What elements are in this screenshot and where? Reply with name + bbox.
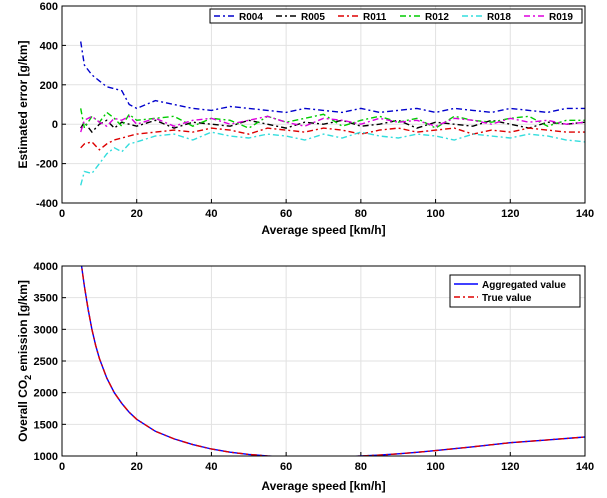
- x-tick-label: 40: [205, 208, 217, 220]
- y-tick-label: 0: [52, 119, 58, 131]
- x-tick-label: 100: [426, 461, 444, 473]
- x-tick-label: 120: [501, 208, 519, 220]
- series-line-r018: [80, 131, 585, 186]
- series-line-true-value: [80, 266, 585, 456]
- x-tick-label: 140: [576, 461, 594, 473]
- series-line-r011: [80, 127, 585, 151]
- y-tick-label: 600: [40, 1, 58, 13]
- x-tick-label: 80: [355, 208, 367, 220]
- series-line-r004: [80, 41, 585, 114]
- axes-box: [61, 5, 586, 204]
- legend-box: [209, 8, 583, 24]
- axes-box: [61, 265, 586, 457]
- x-tick-label: 0: [59, 208, 65, 220]
- y-tick-label: 2000: [34, 388, 58, 400]
- y-tick-label: -200: [36, 159, 58, 171]
- legend-label: R012: [425, 12, 449, 23]
- series-line-r019: [80, 115, 585, 133]
- legend-label: R005: [301, 12, 325, 23]
- y-tick-label: 2500: [34, 356, 58, 368]
- series-group: [80, 41, 585, 186]
- x-tick-label: 140: [576, 208, 594, 220]
- legend-label: R011: [363, 12, 387, 23]
- x-tick-label: 20: [131, 208, 143, 220]
- x-tick-label: 20: [131, 461, 143, 473]
- x-tick-label: 60: [280, 208, 292, 220]
- y-tick-label: 1000: [34, 451, 58, 463]
- y-tick-label: 400: [40, 40, 58, 52]
- legend-label: R019: [549, 12, 573, 23]
- legend: R004 R005 R011 R012 R018 R019: [209, 8, 583, 24]
- x-axis-label: Average speed [km/h]: [261, 479, 385, 493]
- y-axis-label: Overall CO2 emission [g/km]: [16, 280, 33, 442]
- legend-box: [449, 274, 581, 308]
- x-tick-label: 100: [426, 208, 444, 220]
- y-tick-label: -400: [36, 198, 58, 210]
- legend: Aggregated value True value: [449, 274, 581, 308]
- y-tick-label: 3500: [34, 293, 58, 305]
- legend-label: R004: [239, 12, 263, 23]
- y-tick-label: 200: [40, 80, 58, 92]
- y-tick-label: 4000: [34, 261, 58, 273]
- y-tick-label: 1500: [34, 419, 58, 431]
- x-tick-label: 0: [59, 461, 65, 473]
- series-group: [80, 266, 585, 456]
- x-tick-label: 120: [501, 461, 519, 473]
- series-line-r012: [80, 108, 585, 130]
- plot-area: [62, 6, 585, 203]
- y-axis-label: Estimated error [g/km]: [16, 40, 30, 168]
- x-tick-label: 40: [205, 461, 217, 473]
- legend-label: Aggregated value: [482, 280, 566, 291]
- top-chart-estimated-error: 0 20 40 60 80 100 120 140 -400 -200 0 200 400 600 Aver…: [16, 1, 594, 237]
- y-tick-label: 3000: [34, 324, 58, 336]
- bottom-chart-co2-emission: 0 20 40 60 80 100 120 140 1000 1500 2000 2500 3000 35…: [16, 261, 594, 493]
- x-tick-label: 80: [355, 461, 367, 473]
- legend-label: True value: [482, 293, 532, 304]
- legend-label: R018: [487, 12, 511, 23]
- x-tick-label: 60: [280, 461, 292, 473]
- x-axis-label: Average speed [km/h]: [261, 223, 385, 237]
